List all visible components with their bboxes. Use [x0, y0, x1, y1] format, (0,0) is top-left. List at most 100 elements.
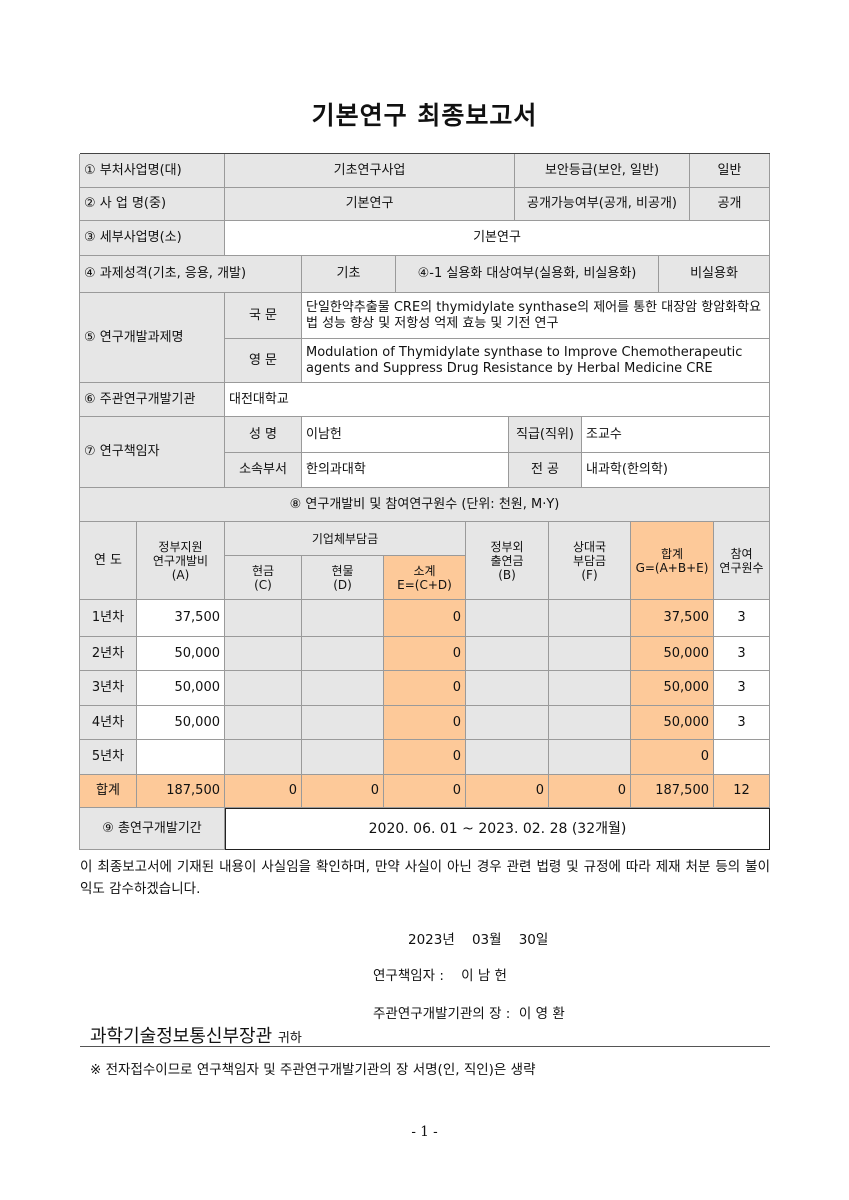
budget-cell-cash	[225, 740, 302, 775]
program-name-value: 기본연구	[225, 188, 515, 221]
budget-cell-researchers: 3	[714, 706, 770, 740]
budget-cell-partner	[549, 637, 631, 671]
statement-text: 이 최종보고서에 기재된 내용이 사실임을 확인하며, 만약 사실이 아닌 경우…	[80, 859, 770, 897]
budget-cell-cash	[225, 600, 302, 637]
institution-label: ⑥ 주관연구개발기관	[80, 383, 225, 417]
budget-cell-inkind	[302, 637, 384, 671]
header-company: 기업체부담금	[225, 522, 466, 556]
korean-title-label: 국 문	[225, 293, 302, 339]
principal-investigator-signature: 연구책임자 : 이 남 헌	[373, 968, 507, 984]
institution-value: 대전대학교	[225, 383, 770, 417]
budget-cell-nongov	[466, 706, 549, 740]
budget-total-cash: 0	[225, 775, 302, 808]
pi-name-label: 성 명	[225, 417, 302, 453]
budget-cell-total: 37,500	[631, 600, 714, 637]
budget-cell-gov: 50,000	[137, 671, 225, 706]
pi-label: ⑦ 연구책임자	[80, 417, 225, 488]
budget-cell-subtotal: 0	[384, 600, 466, 637]
header-year: 연 도	[80, 522, 137, 600]
header-nongov: 정부외 출연금 (B)	[466, 522, 549, 600]
project-type-label: ④ 과제성격(기초, 응용, 개발)	[80, 256, 302, 293]
budget-total-nongov: 0	[466, 775, 549, 808]
budget-cell-researchers: 3	[714, 671, 770, 706]
page-number: - 1 -	[411, 1124, 438, 1140]
english-title-label: 영 문	[225, 339, 302, 383]
budget-cell-total: 50,000	[631, 671, 714, 706]
pi-rank: 조교수	[582, 417, 770, 453]
pi-major-label: 전 공	[509, 453, 582, 488]
business-name-value: 기초연구사업	[225, 154, 515, 188]
recipient-suffix: 귀하	[277, 1031, 302, 1046]
recipient-name: 과학기술정보통신부장관	[90, 1026, 273, 1047]
pi-dept: 한의과대학	[302, 453, 509, 488]
budget-cell-total: 50,000	[631, 637, 714, 671]
budget-cell-researchers: 3	[714, 600, 770, 637]
budget-cell-inkind	[302, 600, 384, 637]
project-type-value: 기초	[302, 256, 396, 293]
disclosure-value: 공개	[690, 188, 770, 221]
sub-program-value: 기본연구	[225, 221, 770, 256]
budget-cell-cash	[225, 706, 302, 740]
security-level-value: 일반	[690, 154, 770, 188]
budget-cell-researchers: 3	[714, 637, 770, 671]
budget-cell-inkind	[302, 740, 384, 775]
budget-cell-gov: 37,500	[137, 600, 225, 637]
budget-cell-inkind	[302, 671, 384, 706]
header-researchers: 참여 연구원수	[714, 522, 770, 600]
signature-omission-note: ※ 전자접수이므로 연구책임자 및 주관연구개발기관의 장 서명(인, 직인)은…	[90, 1062, 536, 1078]
budget-cell-total: 50,000	[631, 706, 714, 740]
budget-total-year: 합계	[80, 775, 137, 808]
pi-dept-label: 소속부서	[225, 453, 302, 488]
budget-cell-subtotal: 0	[384, 671, 466, 706]
budget-total-inkind: 0	[302, 775, 384, 808]
sub-program-label: ③ 세부사업명(소)	[80, 221, 225, 256]
budget-cell-year: 3년차	[80, 671, 137, 706]
budget-cell-partner	[549, 600, 631, 637]
budget-total-total: 187,500	[631, 775, 714, 808]
budget-total-gov: 187,500	[137, 775, 225, 808]
commercialization-value: 비실용화	[659, 256, 770, 293]
commercialization-label: ④-1 실용화 대상여부(실용화, 비실용화)	[396, 256, 659, 293]
pi-rank-label: 직급(직위)	[509, 417, 582, 453]
header-cash: 현금 (C)	[225, 556, 302, 600]
budget-total-subtotal: 0	[384, 775, 466, 808]
pi-major: 내과학(한의학)	[582, 453, 770, 488]
budget-cell-partner	[549, 740, 631, 775]
period-label: ⑨ 총연구개발기간	[80, 808, 225, 850]
budget-total-researchers: 12	[714, 775, 770, 808]
program-name-label: ② 사 업 명(중)	[80, 188, 225, 221]
budget-cell-nongov	[466, 671, 549, 706]
budget-cell-year: 2년차	[80, 637, 137, 671]
budget-cell-year: 5년차	[80, 740, 137, 775]
divider	[80, 1046, 770, 1047]
header-total: 합계 G=(A+B+E)	[631, 522, 714, 600]
period-value: 2020. 06. 01 ~ 2023. 02. 28 (32개월)	[225, 808, 770, 850]
korean-title: 단일한약추출물 CRE의 thymidylate synthase의 제어를 통…	[302, 293, 770, 339]
budget-cell-subtotal: 0	[384, 706, 466, 740]
budget-cell-gov	[137, 740, 225, 775]
recipient: 과학기술정보통신부장관 귀하	[90, 1022, 302, 1048]
table-left-border	[79, 154, 81, 850]
budget-cell-subtotal: 0	[384, 637, 466, 671]
header-gov: 정부지원 연구개발비 (A)	[137, 522, 225, 600]
header-inkind: 현물 (D)	[302, 556, 384, 600]
header-subtotal: 소계 E=(C+D)	[384, 556, 466, 600]
report-date: 2023년 03월 30일	[408, 932, 549, 948]
project-title-label: ⑤ 연구개발과제명	[80, 293, 225, 383]
budget-cell-inkind	[302, 706, 384, 740]
pi-name: 이남헌	[302, 417, 509, 453]
budget-cell-partner	[549, 671, 631, 706]
document-title: 기본연구 최종보고서	[311, 101, 538, 130]
budget-cell-cash	[225, 637, 302, 671]
budget-cell-year: 1년차	[80, 600, 137, 637]
budget-cell-subtotal: 0	[384, 740, 466, 775]
header-partner: 상대국 부담금 (F)	[549, 522, 631, 600]
budget-cell-partner	[549, 706, 631, 740]
budget-cell-gov: 50,000	[137, 637, 225, 671]
budget-cell-researchers	[714, 740, 770, 775]
disclosure-label: 공개가능여부(공개, 비공개)	[515, 188, 690, 221]
budget-cell-total: 0	[631, 740, 714, 775]
budget-cell-cash	[225, 671, 302, 706]
security-level-label: 보안등급(보안, 일반)	[515, 154, 690, 188]
